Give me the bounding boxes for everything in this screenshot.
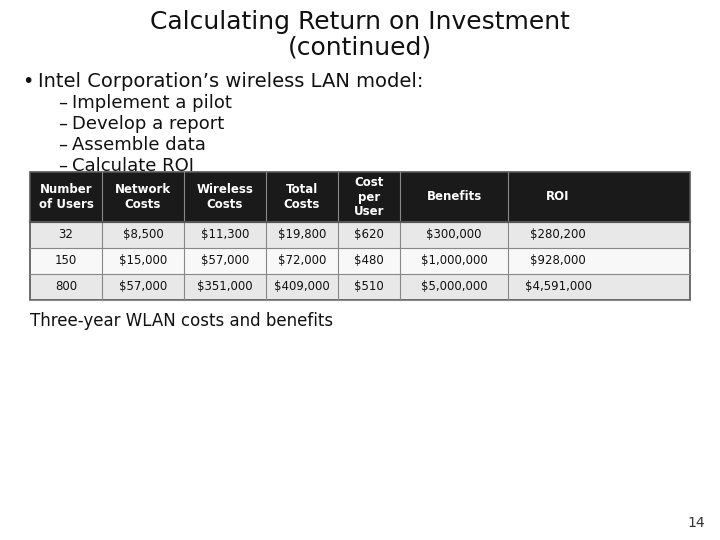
Bar [30, 274, 690, 300]
Text: Assemble data: Assemble data [72, 136, 206, 154]
Text: Cost
per
User: Cost per User [354, 176, 384, 218]
Text: Wireless
Costs: Wireless Costs [197, 183, 253, 211]
Text: $8,500: $8,500 [122, 228, 163, 241]
Text: Network
Costs: Network Costs [115, 183, 171, 211]
Text: ROI: ROI [546, 191, 570, 204]
Text: –: – [58, 157, 67, 175]
Text: Implement a pilot: Implement a pilot [72, 94, 232, 112]
Text: (continued): (continued) [288, 35, 432, 59]
Text: $4,591,000: $4,591,000 [524, 280, 592, 294]
Text: Total
Costs: Total Costs [284, 183, 320, 211]
Text: Number
of Users: Number of Users [39, 183, 94, 211]
Text: •: • [22, 72, 33, 91]
Text: Benefits: Benefits [426, 191, 482, 204]
Bar [30, 248, 690, 274]
Text: Calculating Return on Investment: Calculating Return on Investment [150, 10, 570, 34]
Text: $57,000: $57,000 [119, 280, 167, 294]
Text: –: – [58, 115, 67, 133]
Bar [30, 172, 690, 222]
Bar [30, 172, 690, 300]
Text: 800: 800 [55, 280, 77, 294]
Text: $19,800: $19,800 [278, 228, 326, 241]
Text: 150: 150 [55, 254, 77, 267]
Text: –: – [58, 136, 67, 154]
Text: $280,200: $280,200 [530, 228, 586, 241]
Text: $11,300: $11,300 [201, 228, 249, 241]
Text: $300,000: $300,000 [426, 228, 482, 241]
Text: $928,000: $928,000 [530, 254, 586, 267]
Text: 32: 32 [58, 228, 73, 241]
Text: Three-year WLAN costs and benefits: Three-year WLAN costs and benefits [30, 312, 333, 330]
Text: $510: $510 [354, 280, 384, 294]
Text: –: – [58, 94, 67, 112]
Bar [30, 222, 690, 248]
Text: $5,000,000: $5,000,000 [420, 280, 487, 294]
Text: Develop a report: Develop a report [72, 115, 224, 133]
Text: Intel Corporation’s wireless LAN model:: Intel Corporation’s wireless LAN model: [38, 72, 423, 91]
Text: $620: $620 [354, 228, 384, 241]
Text: 14: 14 [688, 516, 705, 530]
Text: $351,000: $351,000 [197, 280, 253, 294]
Text: $1,000,000: $1,000,000 [420, 254, 487, 267]
Text: Calculate ROI: Calculate ROI [72, 157, 194, 175]
Text: $15,000: $15,000 [119, 254, 167, 267]
Text: $72,000: $72,000 [278, 254, 326, 267]
Text: $480: $480 [354, 254, 384, 267]
Text: $409,000: $409,000 [274, 280, 330, 294]
Text: $57,000: $57,000 [201, 254, 249, 267]
